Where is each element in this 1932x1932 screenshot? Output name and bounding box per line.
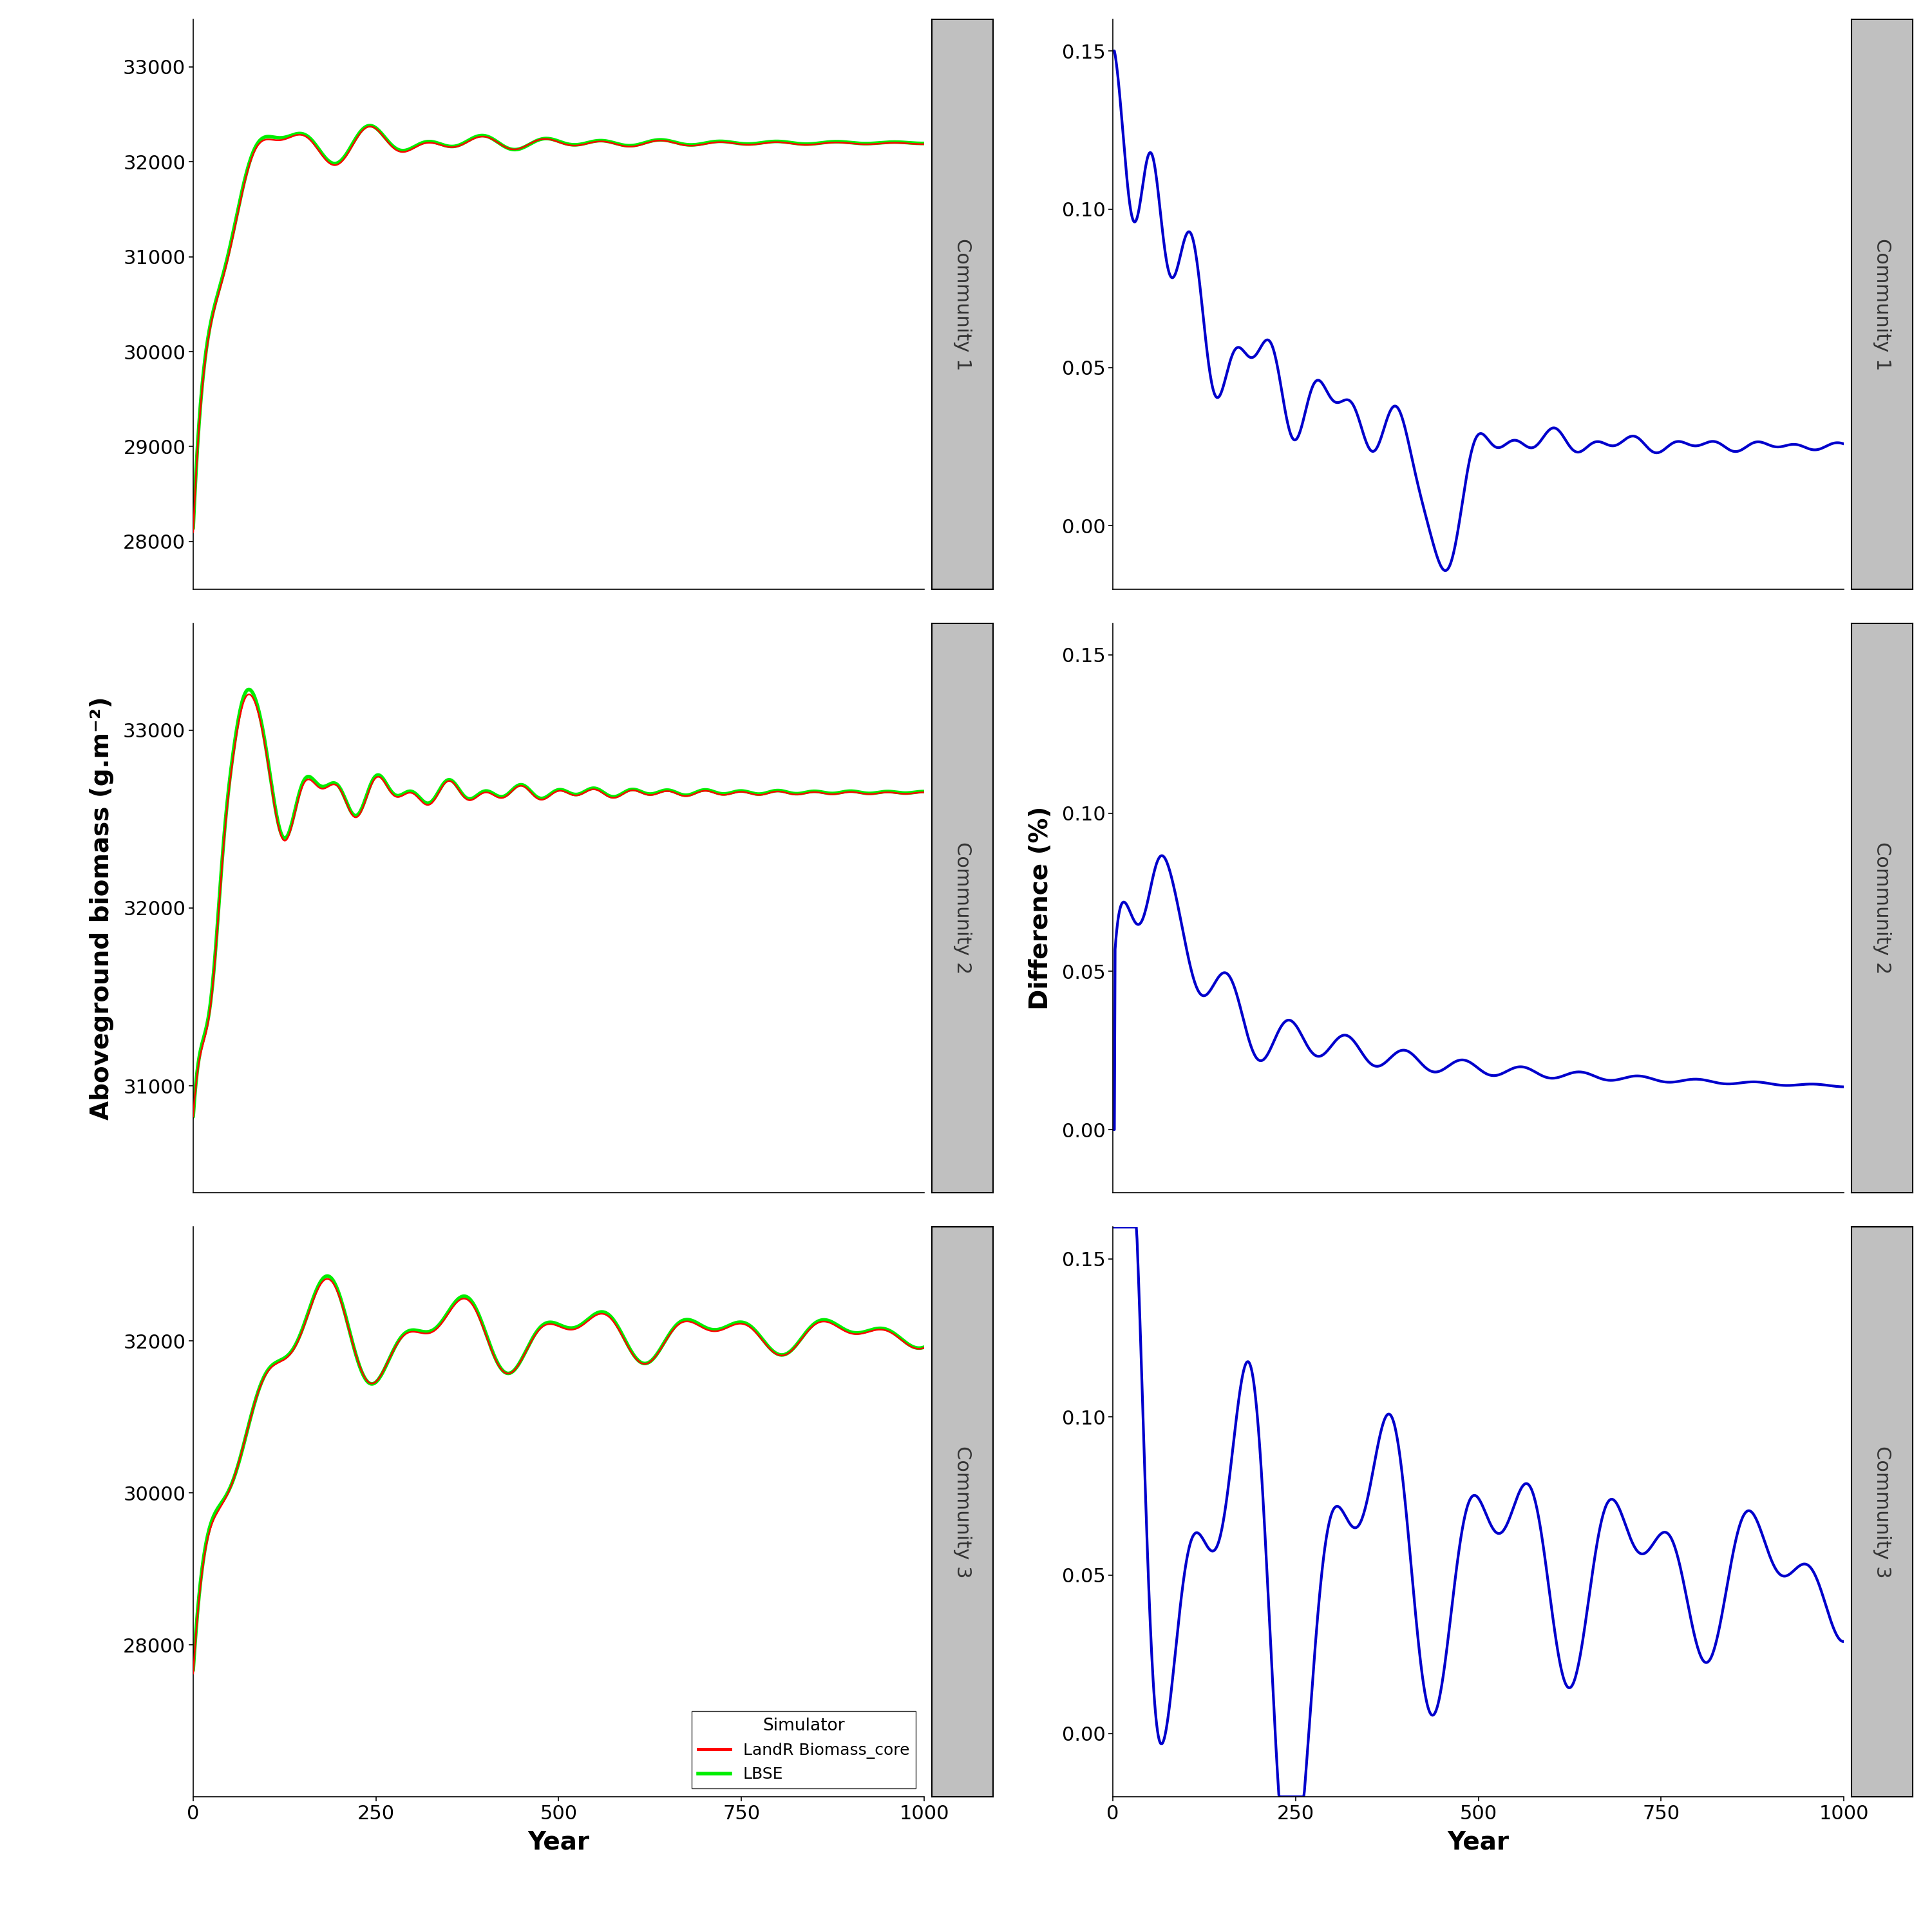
X-axis label: Year: Year: [1447, 1830, 1509, 1855]
X-axis label: Year: Year: [527, 1830, 589, 1855]
Y-axis label: Aboveground biomass (g.m⁻²): Aboveground biomass (g.m⁻²): [89, 696, 114, 1121]
Legend: LandR Biomass_core, LBSE: LandR Biomass_core, LBSE: [692, 1712, 916, 1789]
Text: Community 3: Community 3: [952, 1445, 972, 1578]
Text: Community 1: Community 1: [1872, 238, 1891, 371]
Text: Community 1: Community 1: [952, 238, 972, 371]
Y-axis label: Difference (%): Difference (%): [1028, 806, 1053, 1010]
Text: Community 2: Community 2: [1872, 842, 1891, 974]
Text: Community 3: Community 3: [1872, 1445, 1891, 1578]
Text: Community 2: Community 2: [952, 842, 972, 974]
